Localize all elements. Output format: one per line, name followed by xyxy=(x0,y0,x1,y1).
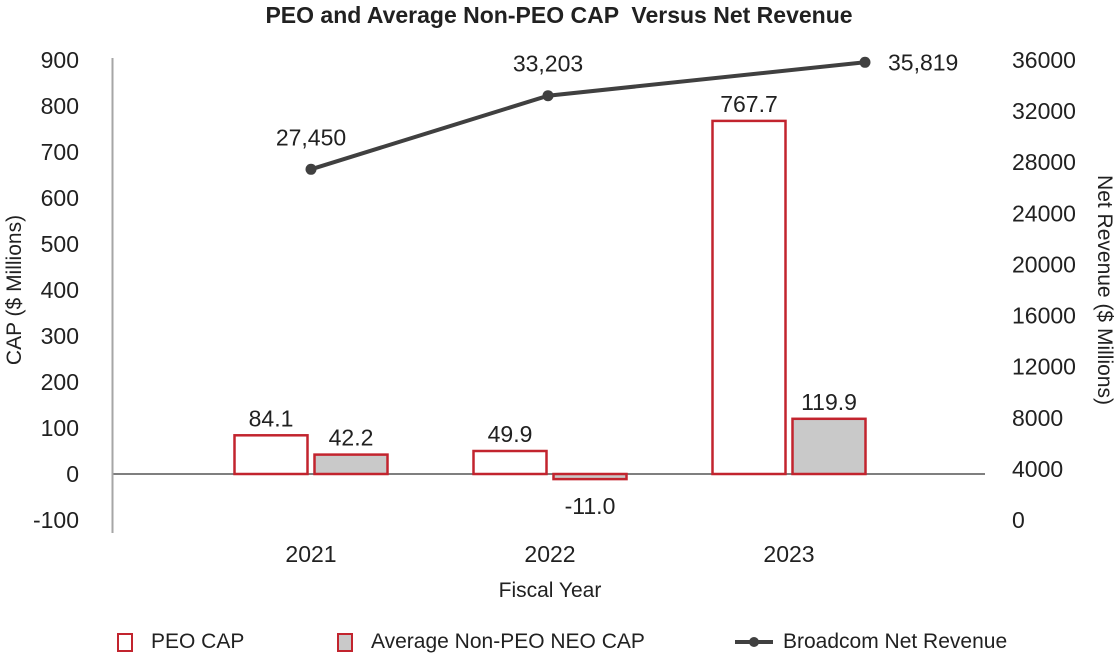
net-revenue-marker-2021 xyxy=(305,163,317,175)
left-tick-label: 600 xyxy=(41,185,79,211)
bar-value-label: 49.9 xyxy=(488,421,533,447)
left-tick-label: 700 xyxy=(41,139,79,165)
bar-nonpeo-2023 xyxy=(791,417,867,476)
line-value-label: 27,450 xyxy=(276,124,346,150)
right-tick-label: 4000 xyxy=(1012,456,1063,482)
chart-title: PEO and Average Non-PEO CAP Versus Net R… xyxy=(265,2,853,28)
bar-value-label: 119.9 xyxy=(801,389,857,415)
right-tick-label: 32000 xyxy=(1012,98,1076,124)
right-tick-label: 28000 xyxy=(1012,149,1076,175)
left-tick-label: 300 xyxy=(41,323,79,349)
plot-svg: 900 800 700 600 500 400 300 200 100 0 -100 36000 320… xyxy=(33,47,1076,567)
x-tick-label: 2023 xyxy=(763,541,814,567)
legend-item-peo-cap: PEO CAP xyxy=(117,630,244,654)
legend-label-nonpeo-cap: Average Non-PEO NEO CAP xyxy=(371,630,645,653)
line-value-label: 33,203 xyxy=(513,51,583,77)
bar-value-label: 767.7 xyxy=(720,91,778,117)
left-tick-label: 900 xyxy=(41,47,79,73)
bar-peo-2022 xyxy=(472,449,548,476)
bar-value-label: -11.0 xyxy=(565,493,616,519)
x-axis-title: Fiscal Year xyxy=(498,579,602,602)
right-tick-label: 20000 xyxy=(1012,251,1076,277)
right-tick-label: 12000 xyxy=(1012,354,1076,380)
right-tick-label: 0 xyxy=(1012,507,1025,533)
bar-peo-2021 xyxy=(233,434,309,476)
right-tick-label: 24000 xyxy=(1012,200,1076,226)
left-tick-label: 100 xyxy=(41,415,79,441)
left-tick-label: 400 xyxy=(41,277,79,303)
line-marker-icon xyxy=(735,637,773,647)
peo-cap-swatch-icon xyxy=(117,632,133,652)
left-tick-label: 0 xyxy=(66,461,79,487)
bar-nonpeo-2022 xyxy=(552,472,628,481)
right-tick-label: 16000 xyxy=(1012,303,1076,329)
bar-value-label: 84.1 xyxy=(249,405,294,431)
left-tick-label: 500 xyxy=(41,231,79,257)
line-value-label: 35,819 xyxy=(888,49,958,75)
legend: PEO CAP Average Non-PEO NEO CAP Broadcom… xyxy=(0,630,1118,656)
left-tick-label: -100 xyxy=(33,507,79,533)
legend-item-nonpeo-cap: Average Non-PEO NEO CAP xyxy=(337,630,645,654)
right-tick-label: 8000 xyxy=(1012,405,1063,431)
bar-nonpeo-2021 xyxy=(313,453,389,476)
legend-item-net-revenue: Broadcom Net Revenue xyxy=(735,630,1007,654)
net-revenue-marker-2022 xyxy=(542,90,554,102)
left-tick-label: 200 xyxy=(41,369,79,395)
legend-label-net-revenue: Broadcom Net Revenue xyxy=(783,630,1008,653)
x-tick-label: 2022 xyxy=(524,541,575,567)
left-tick-label: 800 xyxy=(41,93,79,119)
bar-peo-2023 xyxy=(711,119,787,476)
x-tick-label: 2021 xyxy=(285,541,336,567)
net-revenue-marker-2023 xyxy=(859,56,871,68)
bar-value-label: 42.2 xyxy=(329,425,374,451)
legend-label-peo-cap: PEO CAP xyxy=(151,630,245,653)
nonpeo-cap-swatch-icon xyxy=(337,632,353,652)
right-tick-label: 36000 xyxy=(1012,47,1076,73)
